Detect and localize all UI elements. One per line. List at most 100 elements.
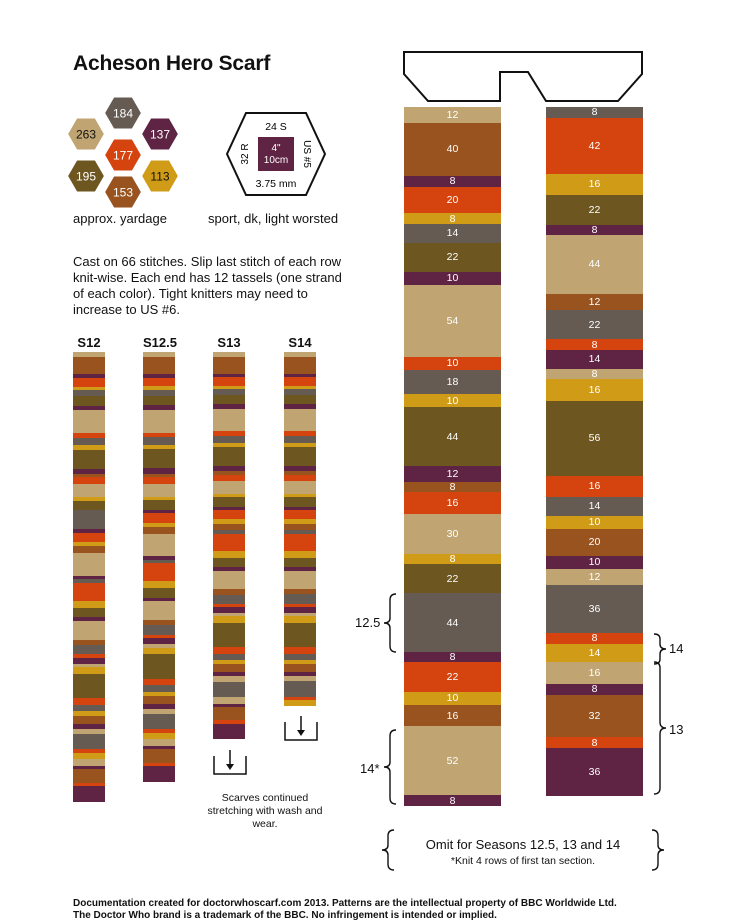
mini-band-gold: [284, 616, 316, 624]
mini-band-plum: [73, 529, 105, 533]
mini-band-grey: [73, 733, 105, 750]
season-label-s12-5: S12.5: [143, 335, 177, 350]
yardage-hex-cluster: 184 263 177 137 195 113 153: [65, 95, 181, 210]
band-row-count: 10: [588, 516, 601, 529]
band-row-count: 56: [588, 432, 601, 445]
band-row-count: 10: [446, 394, 459, 407]
footer-copyright: Documentation created for doctorwhoscarf…: [73, 898, 617, 909]
mini-band-grey: [143, 713, 175, 730]
band-row-count: 8: [591, 633, 598, 645]
band-row-count: 12: [446, 108, 459, 121]
mini-band-grey: [213, 530, 245, 534]
scarf-band-orange: 8: [546, 339, 643, 351]
mini-band-olive: [143, 500, 175, 510]
band-row-count: 16: [588, 178, 601, 191]
band-row-count: 22: [446, 251, 459, 264]
band-row-count: 8: [591, 683, 598, 695]
mini-band-tan: [143, 533, 175, 557]
mini-band-tan: [73, 352, 105, 358]
mini-band-gold: [284, 443, 316, 448]
mini-band-plum: [73, 575, 105, 580]
scarf-band-grey: 14: [546, 496, 643, 516]
mini-band-orange: [143, 729, 175, 734]
scarf-band-tan: 12: [546, 569, 643, 586]
mini-band-rust: [284, 589, 316, 595]
mini-band-orange: [284, 474, 316, 482]
band-row-count: 20: [446, 193, 459, 206]
scarf-band-plum: 14: [546, 350, 643, 370]
mini-band-orange: [73, 377, 105, 387]
band-row-count: 8: [591, 224, 598, 236]
mini-band-plum: [213, 506, 245, 511]
mini-scarf-s12: [73, 352, 105, 803]
mini-band-olive: [143, 588, 175, 598]
mini-band-olive: [213, 623, 245, 648]
mini-band-rust: [73, 357, 105, 375]
mini-band-grey: [284, 530, 316, 534]
mini-band-tan: [213, 408, 245, 432]
yardage-value: 263: [76, 128, 96, 142]
mini-band-orange: [213, 431, 245, 436]
gauge-rows: 32 R: [240, 143, 251, 164]
mini-band-rust: [284, 357, 316, 375]
mini-band-olive: [73, 674, 105, 699]
mini-band-gold: [284, 659, 316, 665]
mini-band-rust: [143, 749, 175, 764]
marker-label-12-5: 12.5: [355, 615, 381, 630]
mini-band-orange: [143, 678, 175, 686]
gauge-swatch-square: [258, 137, 294, 171]
mini-band-rust: [213, 357, 245, 375]
band-row-count: 10: [588, 556, 601, 569]
mini-band-olive: [213, 558, 245, 568]
scarf-band-olive: 44: [404, 407, 501, 467]
mini-band-plum: [213, 703, 245, 708]
mini-band-grey: [284, 389, 316, 396]
mini-band-gold: [73, 600, 105, 608]
mini-band-gold: [73, 542, 105, 547]
mini-band-gold: [73, 752, 105, 760]
mini-band-orange: [143, 763, 175, 767]
mini-band-orange: [73, 477, 105, 485]
mini-band-orange: [284, 377, 316, 387]
yardage-value: 113: [150, 170, 169, 184]
band-row-count: 8: [591, 368, 598, 380]
mini-band-grey: [284, 594, 316, 605]
mini-band-olive: [284, 497, 316, 507]
band-row-count: 44: [446, 430, 459, 443]
mini-band-tan: [143, 601, 175, 621]
mini-band-tan: [73, 758, 105, 767]
mini-band-plum: [284, 672, 316, 677]
scarf-column-left: 12 40 8 20 8 14 22 10 54 10 18 10 44 12 8 16 30 8 22 44 8 22 1…: [404, 107, 501, 807]
band-row-count: 8: [449, 553, 456, 565]
band-row-count: 42: [588, 139, 601, 152]
scarf-band-tan: 12: [404, 107, 501, 124]
continued-arrow-s13: [213, 750, 247, 775]
mini-band-gold: [143, 732, 175, 740]
mini-band-plum: [143, 405, 175, 411]
yardage-value: 184: [113, 107, 133, 121]
band-row-count: 44: [446, 616, 459, 629]
scarf-band-olive: 22: [546, 195, 643, 225]
mini-band-grey: [73, 510, 105, 530]
band-row-count: 14: [588, 500, 601, 513]
mini-band-tan: [73, 728, 105, 735]
mini-band-tan: [73, 663, 105, 668]
mini-band-gold: [284, 493, 316, 498]
gauge-size-inches: 4": [271, 143, 281, 154]
yardage-value: 153: [113, 186, 133, 200]
mini-band-orange: [213, 720, 245, 725]
gauge-hexagon: 24 S 3.75 mm 4" 10cm 32 R US #5: [225, 112, 327, 196]
mini-band-tan: [213, 352, 245, 358]
mini-band-gold: [143, 386, 175, 391]
mini-band-gold: [143, 522, 175, 528]
mini-band-olive: [143, 654, 175, 679]
season-label-s12: S12: [77, 335, 101, 350]
mini-band-orange: [73, 749, 105, 754]
scarf-band-grey: 36: [546, 585, 643, 634]
band-row-count: 36: [588, 603, 601, 615]
mini-band-orange: [284, 533, 316, 552]
mini-band-gold: [213, 519, 245, 524]
band-row-count: 22: [588, 203, 601, 216]
mini-scarf-s14: [284, 352, 316, 707]
mini-band-orange: [284, 603, 316, 608]
